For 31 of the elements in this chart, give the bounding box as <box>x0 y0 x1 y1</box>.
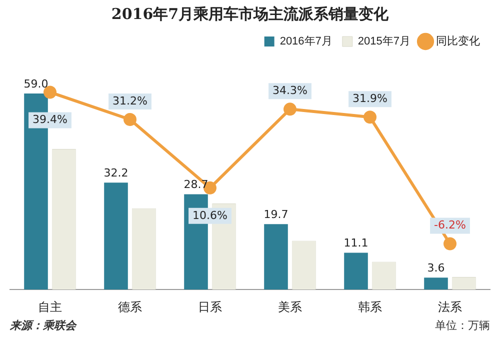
point <box>444 237 456 250</box>
x-tick-label: 自主 <box>38 300 62 314</box>
data-label: 39.4% <box>32 113 68 126</box>
bar <box>424 278 448 290</box>
x-tick-label: 韩系 <box>358 300 382 314</box>
data-label: 59.0 <box>24 77 48 90</box>
chart-title: 2016年7月乘用车市场主流派系销量变化 <box>111 4 390 23</box>
source-note: 来源：乘联会 <box>10 318 76 333</box>
legend-label: 2015年7月 <box>358 36 411 48</box>
data-label: 11.1 <box>344 236 368 250</box>
legend-label: 同比变化 <box>436 34 480 48</box>
point <box>124 112 136 126</box>
x-tick-label: 法系 <box>438 300 462 314</box>
data-label: 34.3% <box>272 84 308 98</box>
data-label: 32.2 <box>104 166 128 180</box>
text: 单位：万辆 <box>435 318 490 333</box>
x-tick-label: 德系 <box>118 300 142 314</box>
bar <box>344 252 368 290</box>
x-tick-label: 美系 <box>278 300 302 314</box>
x-tick-label: 日系 <box>198 300 222 314</box>
data-label: 10.6% <box>192 208 228 222</box>
bar <box>264 224 288 290</box>
data-label: 3.6 <box>427 261 445 274</box>
point <box>364 110 376 124</box>
data-label: 31.2% <box>112 94 148 108</box>
point <box>284 102 296 116</box>
data-label: -6.2% <box>434 218 466 232</box>
data-label: 31.9% <box>352 92 388 106</box>
legend-label: 2016年7月 <box>280 36 332 48</box>
bar <box>104 182 128 290</box>
data-label: 19.7 <box>264 208 288 221</box>
